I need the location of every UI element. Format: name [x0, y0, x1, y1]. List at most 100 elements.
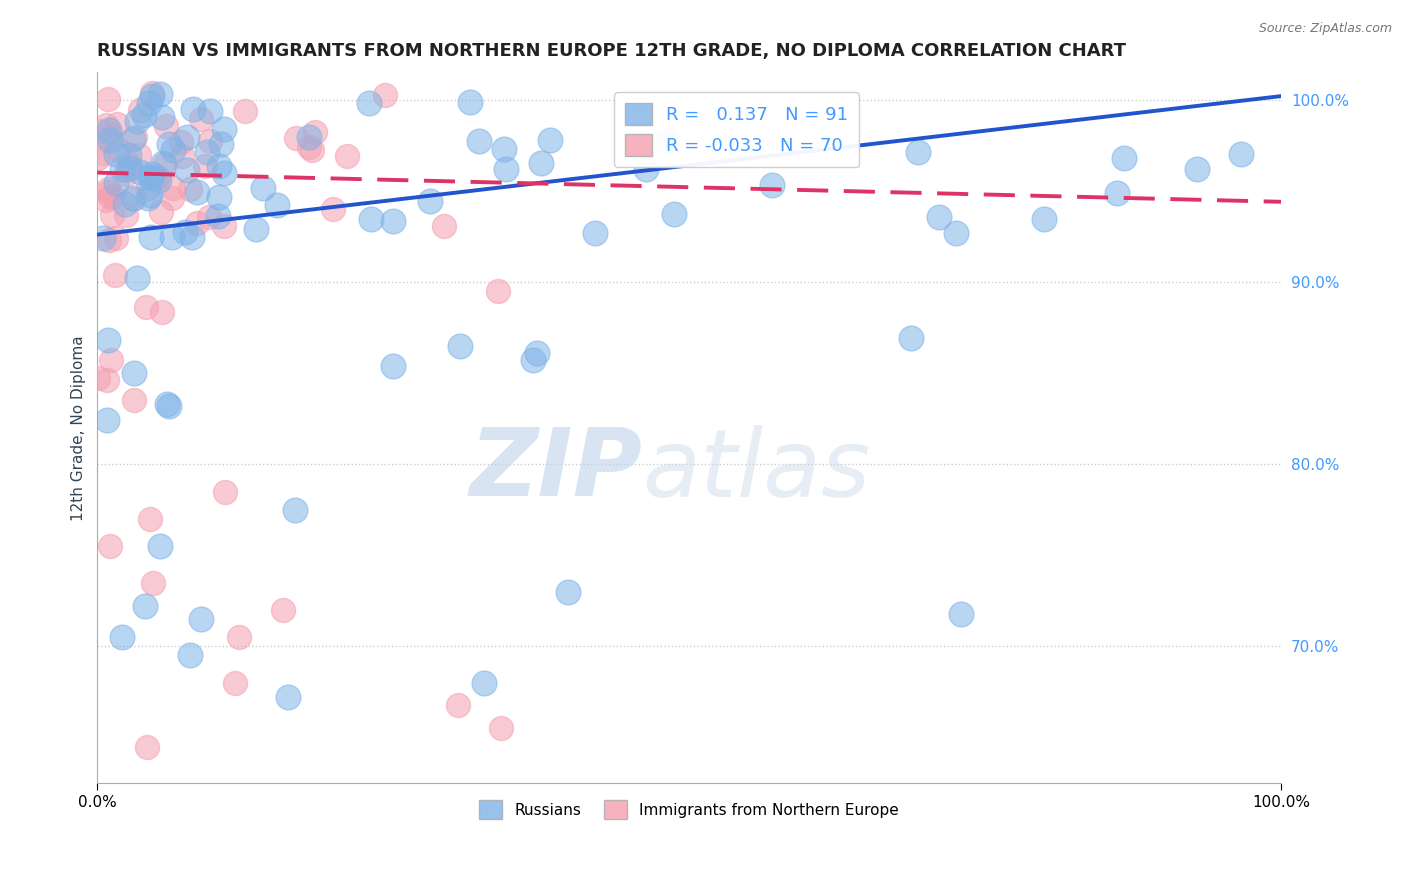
Point — [87, 152, 110, 166]
Point — [374, 88, 396, 103]
Point — [301, 144, 323, 158]
Point — [134, 599, 156, 614]
Point — [245, 221, 267, 235]
Point — [136, 739, 159, 754]
Point — [949, 607, 972, 621]
Point — [200, 134, 222, 148]
Point — [1105, 186, 1128, 200]
Point — [266, 197, 288, 211]
Point — [104, 231, 127, 245]
Point — [468, 134, 491, 148]
Point — [139, 188, 162, 202]
Point — [124, 366, 146, 380]
Point — [97, 182, 120, 196]
Point — [304, 125, 326, 139]
Point — [136, 191, 159, 205]
Point — [98, 133, 121, 147]
Point — [129, 103, 152, 117]
Point — [322, 202, 344, 216]
Point — [139, 229, 162, 244]
Point — [149, 539, 172, 553]
Point — [284, 502, 307, 516]
Point — [360, 211, 382, 226]
Point — [160, 230, 183, 244]
Point — [97, 91, 120, 105]
Point — [160, 191, 183, 205]
Point — [100, 353, 122, 368]
Point — [156, 396, 179, 410]
Point — [134, 108, 156, 122]
Point — [97, 185, 120, 199]
Point — [124, 130, 146, 145]
Point — [208, 190, 231, 204]
Point — [530, 156, 553, 170]
Point — [97, 135, 120, 149]
Point — [181, 102, 204, 116]
Point — [87, 371, 110, 385]
Point — [98, 190, 121, 204]
Point — [118, 148, 141, 162]
Point — [96, 193, 118, 207]
Point — [486, 284, 509, 298]
Point — [212, 219, 235, 234]
Point — [190, 612, 212, 626]
Point — [583, 226, 606, 240]
Point — [148, 173, 170, 187]
Point — [139, 170, 162, 185]
Point — [662, 207, 685, 221]
Point — [115, 162, 138, 177]
Point — [141, 86, 163, 100]
Point — [252, 181, 274, 195]
Point — [101, 189, 124, 203]
Point — [122, 131, 145, 145]
Point — [190, 112, 212, 126]
Point — [135, 300, 157, 314]
Point — [172, 149, 194, 163]
Point — [419, 194, 441, 208]
Point — [141, 171, 163, 186]
Point — [208, 159, 231, 173]
Point — [277, 690, 299, 705]
Point — [101, 208, 124, 222]
Point — [179, 182, 201, 196]
Point — [120, 161, 142, 175]
Point — [928, 211, 950, 225]
Point — [111, 630, 134, 644]
Point — [207, 209, 229, 223]
Point — [657, 133, 679, 147]
Point — [186, 186, 208, 200]
Point — [228, 630, 250, 644]
Point — [142, 575, 165, 590]
Point — [900, 331, 922, 345]
Point — [141, 167, 163, 181]
Point — [157, 399, 180, 413]
Point — [162, 180, 184, 194]
Text: RUSSIAN VS IMMIGRANTS FROM NORTHERN EUROPE 12TH GRADE, NO DIPLOMA CORRELATION CH: RUSSIAN VS IMMIGRANTS FROM NORTHERN EURO… — [97, 42, 1126, 60]
Point — [162, 143, 184, 157]
Point — [98, 122, 121, 136]
Point — [150, 204, 173, 219]
Text: Source: ZipAtlas.com: Source: ZipAtlas.com — [1258, 22, 1392, 36]
Point — [128, 148, 150, 162]
Point — [127, 271, 149, 285]
Point — [150, 305, 173, 319]
Point — [209, 136, 232, 151]
Text: atlas: atlas — [643, 425, 870, 516]
Point — [195, 145, 218, 160]
Point — [176, 129, 198, 144]
Point — [1185, 162, 1208, 177]
Point — [138, 95, 160, 110]
Point — [271, 603, 294, 617]
Point — [145, 169, 167, 184]
Point — [105, 147, 128, 161]
Point — [104, 268, 127, 282]
Point — [382, 214, 405, 228]
Point — [104, 176, 127, 190]
Point — [98, 539, 121, 553]
Point — [1032, 211, 1054, 226]
Point — [945, 226, 967, 240]
Point — [472, 675, 495, 690]
Point — [494, 142, 516, 156]
Legend: Russians, Immigrants from Northern Europe: Russians, Immigrants from Northern Europ… — [474, 794, 905, 825]
Point — [1112, 151, 1135, 165]
